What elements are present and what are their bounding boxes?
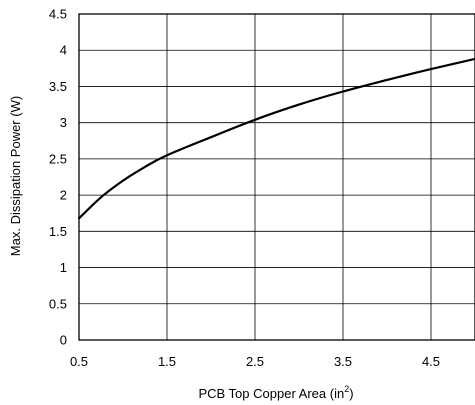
y-axis-title: Max. Dissipation Power (W) bbox=[8, 96, 23, 256]
x-tick-label: 2.5 bbox=[246, 354, 264, 369]
x-axis-title: PCB Top Copper Area (in2) bbox=[198, 384, 353, 401]
x-tick-label: 1.5 bbox=[158, 354, 176, 369]
y-tick-label: 3 bbox=[60, 115, 67, 130]
plot-frame bbox=[78, 13, 475, 341]
y-tick-label: 1 bbox=[60, 260, 67, 275]
grid bbox=[78, 13, 475, 341]
x-tick-label: 3.5 bbox=[334, 354, 352, 369]
y-tick-label: 2 bbox=[60, 188, 67, 203]
y-tick-label: 3.5 bbox=[49, 79, 67, 94]
y-tick-label: 4 bbox=[60, 43, 67, 58]
y-tick-label: 4.5 bbox=[49, 7, 67, 22]
x-tick-label: 0.5 bbox=[70, 354, 88, 369]
y-tick-label: 0.5 bbox=[49, 296, 67, 311]
x-tick-labels: 0.5 1.5 2.5 3.5 4.5 bbox=[70, 354, 440, 369]
series-layer bbox=[77, 57, 475, 220]
y-tick-labels: 0 0.5 1 1.5 2 2.5 3 3.5 4 4.5 bbox=[49, 7, 67, 348]
x-tick-label: 4.5 bbox=[422, 354, 440, 369]
y-tick-label: 0 bbox=[60, 333, 67, 348]
y-tick-label: 2.5 bbox=[49, 151, 67, 166]
series-line-0 bbox=[77, 57, 475, 220]
y-tick-label: 1.5 bbox=[49, 224, 67, 239]
